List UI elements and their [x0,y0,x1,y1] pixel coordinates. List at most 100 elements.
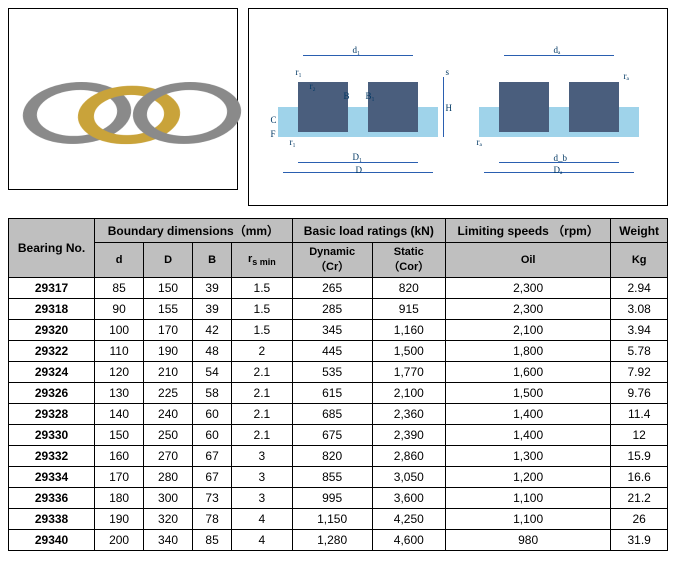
table-cell: 2,360 [372,404,445,425]
table-cell: 1.5 [232,278,293,299]
dim-label: s [446,67,450,77]
table-cell: 200 [95,530,144,551]
table-cell: 85 [95,278,144,299]
col-weight-group: Weight [611,219,668,243]
col-static: Static（Cor） [372,243,445,278]
table-cell: 1,400 [445,404,610,425]
table-header-sub-row: d D B rs min Dynamic（Cr） Static（Cor） Oil… [9,243,668,278]
table-cell: 29317 [9,278,95,299]
table-cell: 265 [292,278,372,299]
table-cell: 16.6 [611,467,668,488]
table-cell: 39 [193,278,232,299]
table-cell: 29332 [9,446,95,467]
table-cell: 48 [193,341,232,362]
table-cell: 225 [144,383,193,404]
table-cell: 280 [144,467,193,488]
table-cell: 3 [232,446,293,467]
table-cell: 85 [193,530,232,551]
table-cell: 9.76 [611,383,668,404]
table-cell: 1,800 [445,341,610,362]
table-cell: 340 [144,530,193,551]
table-cell: 2.94 [611,278,668,299]
table-row: 293381903207841,1504,2501,10026 [9,509,668,530]
table-cell: 39 [193,299,232,320]
table-row: 2931785150391.52658202,3002.94 [9,278,668,299]
table-cell: 1,600 [445,362,610,383]
table-cell: 2.1 [232,404,293,425]
table-cell: 11.4 [611,404,668,425]
table-cell: 120 [95,362,144,383]
dim-label: D₁ [353,152,363,162]
col-limiting-group: Limiting speeds （rpm） [445,219,610,243]
table-cell: 3.94 [611,320,668,341]
table-cell: 67 [193,467,232,488]
product-photo-frame [8,8,238,190]
table-cell: 2,100 [445,320,610,341]
table-cell: 240 [144,404,193,425]
col-oil: Oil [445,243,610,278]
table-cell: 5.78 [611,341,668,362]
dim-label: F [271,129,276,139]
table-cell: 73 [193,488,232,509]
table-cell: 270 [144,446,193,467]
table-cell: 29320 [9,320,95,341]
table-cell: 1,100 [445,509,610,530]
table-cell: 170 [144,320,193,341]
table-cell: 855 [292,467,372,488]
table-cell: 67 [193,446,232,467]
dim-label: B [344,91,350,101]
table-row: 29326130225582.16152,1001,5009.76 [9,383,668,404]
table-cell: 110 [95,341,144,362]
col-dynamic: Dynamic（Cr） [292,243,372,278]
table-row: 293341702806738553,0501,20016.6 [9,467,668,488]
col-D: D [144,243,193,278]
table-cell: 210 [144,362,193,383]
table-cell: 285 [292,299,372,320]
table-cell: 60 [193,404,232,425]
table-cell: 150 [144,278,193,299]
table-cell: 4 [232,530,293,551]
table-row: 293321602706738202,8601,30015.9 [9,446,668,467]
col-load-group: Basic load ratings (kN) [292,219,445,243]
table-header-group-row: Bearing No. Boundary dimensions（mm） Basi… [9,219,668,243]
table-cell: 130 [95,383,144,404]
table-cell: 1,100 [445,488,610,509]
table-cell: 7.92 [611,362,668,383]
table-cell: 29318 [9,299,95,320]
table-cell: 4 [232,509,293,530]
table-cell: 58 [193,383,232,404]
table-cell: 26 [611,509,668,530]
table-cell: 3.08 [611,299,668,320]
table-cell: 29326 [9,383,95,404]
table-cell: 1.5 [232,320,293,341]
table-cell: 820 [292,446,372,467]
table-cell: 3 [232,488,293,509]
table-cell: 190 [95,509,144,530]
table-cell: 345 [292,320,372,341]
table-cell: 1.5 [232,299,293,320]
table-cell: 820 [372,278,445,299]
table-cell: 100 [95,320,144,341]
table-cell: 3,600 [372,488,445,509]
table-cell: 2,300 [445,278,610,299]
col-kg: Kg [611,243,668,278]
dim-label: r₂ [310,81,316,91]
table-cell: 15.9 [611,446,668,467]
table-cell: 2.1 [232,362,293,383]
table-cell: 980 [445,530,610,551]
table-cell: 1,500 [445,383,610,404]
table-row: 2931890155391.52859152,3003.08 [9,299,668,320]
top-image-row: d₁ r₁ r₂ B B₁ s H C F r₁ D₁ D dₐ rₐ rₐ d… [8,8,668,206]
table-cell: 685 [292,404,372,425]
table-row: 293361803007339953,6001,10021.2 [9,488,668,509]
cross-section-diagram-left: d₁ r₁ r₂ B B₁ s H C F r₁ D₁ D [268,37,448,177]
table-cell: 29330 [9,425,95,446]
table-cell: 78 [193,509,232,530]
dim-label: rₐ [624,71,629,81]
table-cell: 2 [232,341,293,362]
table-cell: 535 [292,362,372,383]
col-boundary-group: Boundary dimensions（mm） [95,219,293,243]
bearing-photo [23,29,223,169]
table-cell: 1,160 [372,320,445,341]
dim-label: d₁ [353,45,361,55]
